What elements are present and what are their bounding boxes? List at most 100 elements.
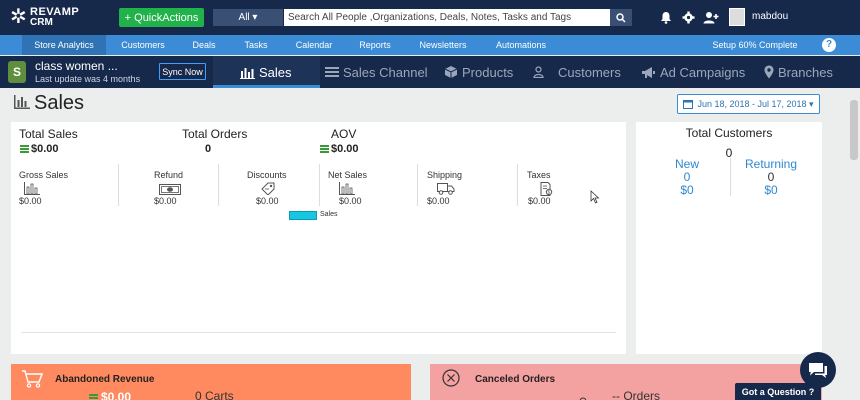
shopping-cart-icon — [21, 370, 44, 393]
logo-text-line1: REVAMP — [30, 6, 80, 18]
tab-products[interactable]: Products — [444, 56, 513, 88]
metric-taxes-label: Taxes — [527, 170, 551, 180]
mouse-cursor-icon — [590, 190, 600, 209]
person-icon — [578, 392, 588, 400]
nav-item-customers[interactable]: Customers — [121, 40, 165, 50]
cash-icon — [159, 182, 181, 200]
date-range-picker[interactable]: Jun 18, 2018 - Jul 17, 2018 ▾ — [677, 94, 820, 114]
box-icon — [444, 65, 458, 79]
setup-progress-link[interactable]: Setup 60% Complete — [712, 40, 798, 50]
sync-now-button[interactable]: Sync Now — [159, 63, 206, 80]
logo-text-line2: CRM — [30, 17, 53, 28]
notifications-bell-icon[interactable] — [658, 9, 674, 25]
chart-baseline — [21, 332, 616, 333]
tab-branches[interactable]: Branches — [764, 56, 833, 88]
metric-shipping-label: Shipping — [427, 170, 463, 180]
total-orders-value: 0 — [205, 143, 212, 155]
quick-actions-button[interactable]: + QuickActions — [119, 8, 204, 27]
new-customers-count: 0 — [683, 170, 691, 184]
bar-chart-icon — [240, 66, 255, 79]
tab-sales-channel[interactable]: Sales Channel — [325, 56, 428, 88]
metric-discounts-label: Discounts — [247, 170, 287, 180]
main-nav-bar: Store Analytics Customers Deals Tasks Ca… — [0, 35, 860, 55]
search-button[interactable] — [610, 9, 632, 26]
metric-discounts: Discounts $0.00 — [247, 170, 347, 210]
metric-gross-sales-value: $0.00 — [19, 196, 42, 206]
page-title: Sales — [34, 92, 85, 114]
megaphone-icon — [641, 66, 656, 79]
nav-item-store-analytics[interactable]: Store Analytics — [22, 35, 106, 55]
metric-net-sales: Net Sales $0.00 — [328, 170, 428, 210]
add-user-icon[interactable] — [703, 9, 719, 25]
total-customers-count: 0 — [725, 146, 733, 160]
store-name[interactable]: class women ... — [35, 59, 118, 73]
shopify-store-icon: S — [8, 61, 26, 83]
aov-amount: $0.00 — [331, 143, 359, 155]
truck-icon — [437, 182, 455, 200]
metric-net-sales-value: $0.00 — [339, 196, 362, 206]
total-customers-card: Total Customers 0 New 0 $0 Returning 0 $… — [636, 122, 822, 354]
store-bar: S class women ... Last update was 4 mont… — [0, 56, 860, 88]
settings-gear-icon[interactable] — [680, 9, 696, 25]
metric-taxes: Taxes $ $0.00 — [527, 170, 627, 210]
aov-label: AOV — [331, 127, 357, 141]
map-pin-icon — [764, 65, 774, 79]
returning-customers[interactable]: Returning 0 $0 — [736, 158, 806, 197]
nav-item-reports[interactable]: Reports — [359, 40, 391, 50]
date-range-label: Jun 18, 2018 - Jul 17, 2018 ▾ — [697, 98, 814, 109]
tab-sales-channel-label: Sales Channel — [343, 64, 428, 80]
user-avatar[interactable] — [729, 8, 745, 26]
search-icon — [616, 12, 626, 23]
nav-item-tasks[interactable]: Tasks — [244, 40, 268, 50]
total-customers-title: Total Customers — [685, 126, 773, 140]
global-search-input[interactable] — [284, 9, 610, 26]
metric-gross-sales-label: Gross Sales — [19, 170, 69, 180]
active-tab-highlight — [213, 56, 320, 88]
got-a-question-button[interactable]: Got a Question ? — [735, 383, 821, 400]
total-sales-amount: $0.00 — [31, 143, 59, 155]
tab-ad-campaigns[interactable]: Ad Campaigns — [641, 56, 745, 88]
sales-summary-card: Total Sales $0.00 Total Orders 0 AOV $0.… — [11, 122, 626, 354]
chart-legend-label[interactable]: Sales — [320, 211, 338, 218]
page-scrollbar[interactable] — [850, 100, 858, 160]
new-customers[interactable]: New 0 $0 — [652, 158, 722, 197]
chart-legend-swatch[interactable] — [289, 211, 317, 220]
nav-item-newsletters[interactable]: Newsletters — [419, 40, 467, 50]
total-sales-value: $0.00 — [20, 143, 59, 155]
returning-customers-count: 0 — [767, 170, 775, 184]
chat-launcher-button[interactable] — [800, 352, 836, 388]
nav-item-calendar[interactable]: Calendar — [295, 40, 333, 50]
username-label[interactable]: mabdou — [752, 11, 789, 22]
new-customers-value: $0 — [680, 183, 694, 197]
customers-divider — [730, 158, 731, 196]
metric-discounts-value: $0.00 — [256, 196, 279, 206]
help-icon[interactable]: ? — [822, 38, 836, 52]
menu-lines-icon — [325, 66, 339, 78]
bar-chart-icon — [339, 182, 355, 200]
canceled-orders-title: Canceled Orders — [475, 374, 556, 385]
metric-divider — [319, 164, 320, 206]
total-orders-label: Total Orders — [182, 127, 248, 141]
returning-customers-label: Returning — [744, 157, 798, 171]
tab-customers[interactable]: Customers — [533, 56, 621, 88]
tag-icon — [261, 182, 275, 200]
cancel-circle-icon — [442, 369, 460, 392]
metric-net-sales-label: Net Sales — [328, 170, 368, 180]
logo-gear-icon: ✲ — [10, 6, 27, 28]
tab-branches-label: Branches — [778, 64, 833, 80]
chat-icon — [809, 363, 827, 378]
metric-divider — [118, 164, 119, 206]
revamp-crm-logo[interactable]: ✲ REVAMP CRM — [8, 5, 80, 31]
coins-icon — [320, 145, 329, 153]
tab-products-label: Products — [462, 64, 514, 80]
abandoned-revenue-amount: $0.00 — [101, 390, 132, 400]
metric-refund: Refund $0.00 — [154, 170, 254, 210]
metric-gross-sales: Gross Sales $0.00 — [19, 170, 119, 210]
store-last-update: Last update was 4 months — [35, 74, 141, 84]
nav-item-deals[interactable]: Deals — [192, 40, 216, 50]
search-scope-dropdown[interactable]: All ▾ — [213, 9, 283, 26]
tab-sales[interactable]: Sales — [240, 56, 292, 88]
person-icon — [533, 66, 544, 78]
nav-item-automations[interactable]: Automations — [495, 40, 547, 50]
abandoned-revenue-value: $0.00 — [89, 390, 131, 400]
